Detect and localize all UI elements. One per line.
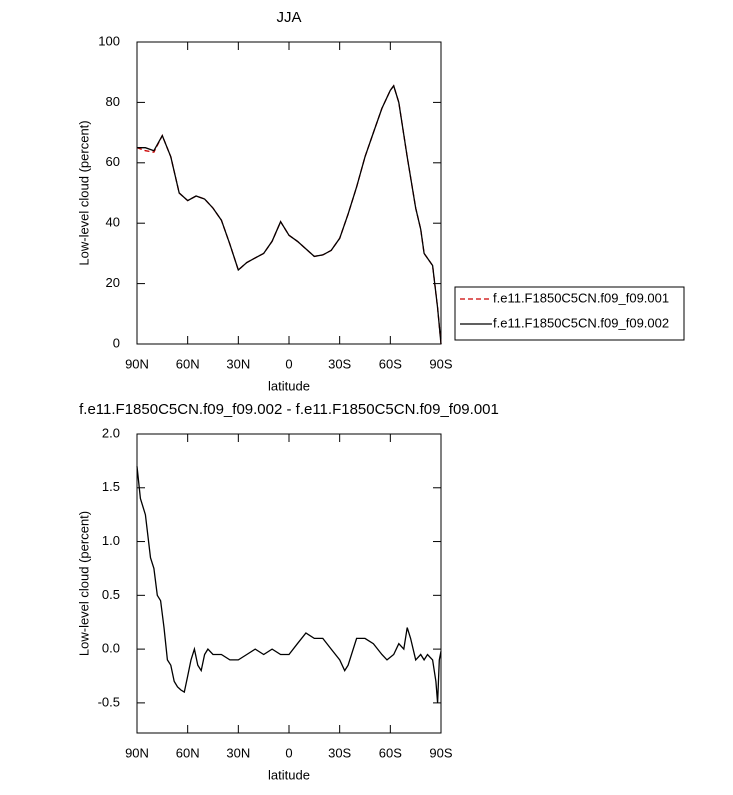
x-axis-label: latitude bbox=[268, 378, 310, 393]
y-axis-label: Low-level cloud (percent) bbox=[76, 120, 91, 265]
x-tick-label: 30S bbox=[328, 745, 351, 760]
series-line bbox=[136, 84, 442, 345]
y-tick-label: 80 bbox=[106, 94, 120, 109]
y-tick-label: 1.0 bbox=[102, 533, 120, 548]
x-tick-label: 0 bbox=[285, 745, 292, 760]
legend-label: f.e11.F1850C5CN.f09_f09.002 bbox=[493, 315, 669, 330]
y-tick-label: 60 bbox=[106, 154, 120, 169]
x-tick-label: 0 bbox=[285, 356, 292, 371]
chart-title: JJA bbox=[276, 9, 301, 26]
x-tick-label: 30N bbox=[226, 356, 250, 371]
y-tick-label: 0.5 bbox=[102, 587, 120, 602]
series-line bbox=[137, 84, 442, 345]
x-tick-label: 30N bbox=[226, 745, 250, 760]
legend-label: f.e11.F1850C5CN.f09_f09.001 bbox=[493, 290, 669, 305]
y-axis-label: Low-level cloud (percent) bbox=[76, 511, 91, 656]
x-axis-label: latitude bbox=[268, 767, 310, 782]
x-tick-label: 60S bbox=[379, 356, 402, 371]
plot-frame bbox=[136, 433, 442, 734]
x-tick-label: 90N bbox=[125, 745, 149, 760]
x-tick-label: 90S bbox=[429, 356, 452, 371]
x-tick-label: 60N bbox=[176, 745, 200, 760]
x-tick-label: 60S bbox=[379, 745, 402, 760]
series-line bbox=[136, 466, 442, 703]
y-tick-label: 0 bbox=[113, 335, 120, 350]
x-tick-label: 90N bbox=[125, 356, 149, 371]
chart-title: f.e11.F1850C5CN.f09_f09.002 - f.e11.F185… bbox=[79, 401, 499, 418]
y-tick-label: 40 bbox=[106, 215, 120, 230]
y-tick-label: 1.5 bbox=[102, 479, 120, 494]
y-tick-label: 2.0 bbox=[102, 425, 120, 440]
legend-box bbox=[454, 286, 685, 341]
x-tick-label: 30S bbox=[328, 356, 351, 371]
x-tick-label: 90S bbox=[429, 745, 452, 760]
y-tick-label: 20 bbox=[106, 275, 120, 290]
plot-frame bbox=[136, 41, 442, 345]
x-tick-label: 60N bbox=[176, 356, 200, 371]
y-tick-label: 0.0 bbox=[102, 641, 120, 656]
y-tick-label: -0.5 bbox=[98, 694, 120, 709]
y-tick-label: 100 bbox=[98, 33, 120, 48]
